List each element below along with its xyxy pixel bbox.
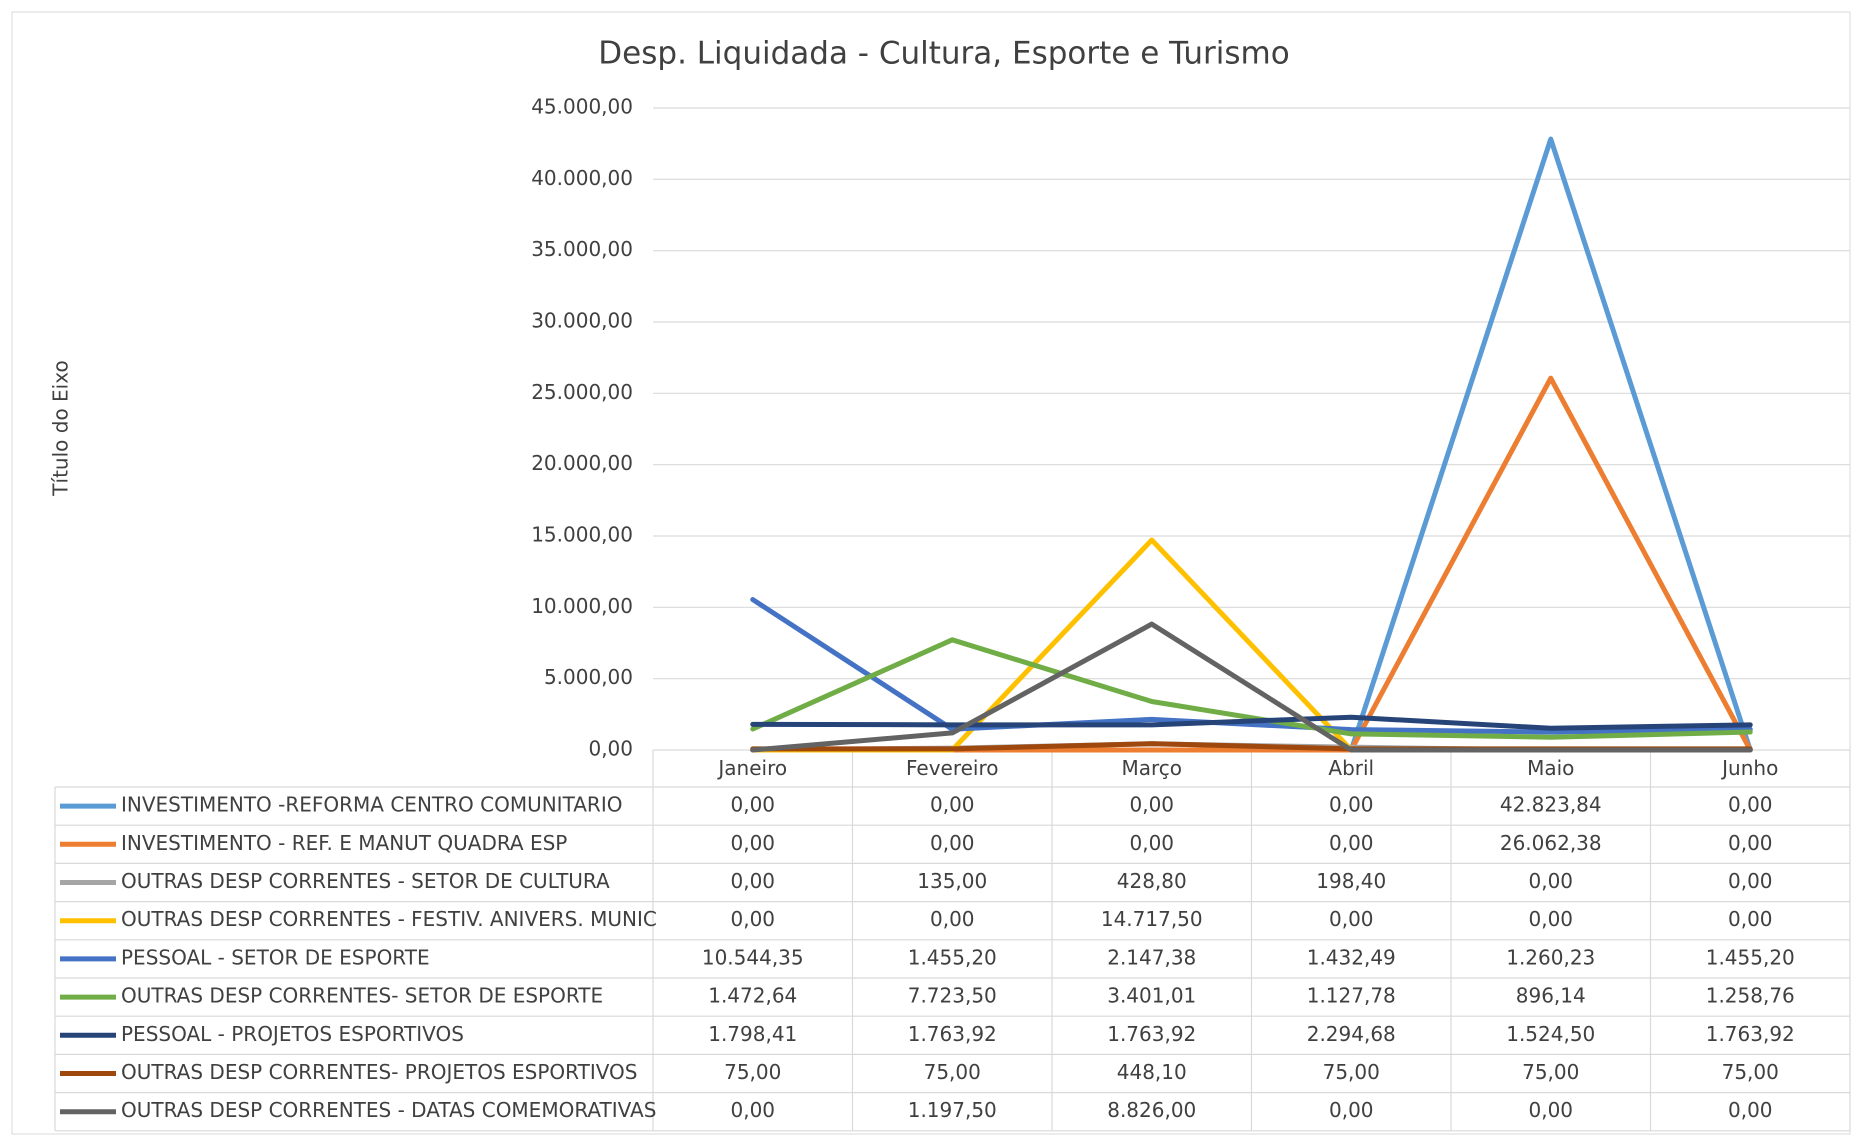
table-value: 135,00	[917, 869, 987, 893]
series-line	[750, 621, 1753, 753]
table-value: 428,80	[1117, 869, 1187, 893]
table-value: 1.260,23	[1506, 945, 1595, 969]
table-value: 0,00	[730, 907, 775, 931]
table-value: 75,00	[924, 1060, 981, 1084]
y-tick-label: 40.000,00	[531, 166, 633, 190]
table-value: 448,10	[1117, 1060, 1187, 1084]
table-value: 0,00	[1728, 907, 1773, 931]
y-tick-label: 45.000,00	[531, 95, 633, 119]
table-value: 1.798,41	[708, 1022, 797, 1046]
table-value: 0,00	[730, 1098, 775, 1122]
table-value: 14.717,50	[1101, 907, 1203, 931]
x-tick-label: Janeiro	[716, 756, 787, 780]
y-tick-label: 25.000,00	[531, 380, 633, 404]
table-value: 0,00	[1728, 831, 1773, 855]
table-value: 2.147,38	[1107, 945, 1196, 969]
y-tick-label: 15.000,00	[531, 523, 633, 547]
x-tick-label: Fevereiro	[906, 756, 999, 780]
legend-label: OUTRAS DESP CORRENTES- PROJETOS ESPORTIV…	[121, 1060, 638, 1084]
table-value: 0,00	[1329, 907, 1374, 931]
table-value: 0,00	[1728, 869, 1773, 893]
table-value: 0,00	[1129, 831, 1174, 855]
legend-label: PESSOAL - SETOR DE ESPORTE	[121, 945, 430, 969]
table-value: 8.826,00	[1107, 1098, 1196, 1122]
table-value: 2.294,68	[1307, 1022, 1396, 1046]
table-value: 1.197,50	[908, 1098, 997, 1122]
table-value: 0,00	[1329, 831, 1374, 855]
y-tick-label: 5.000,00	[544, 665, 633, 689]
x-tick-label: Abril	[1328, 756, 1374, 780]
table-value: 198,40	[1316, 869, 1386, 893]
y-tick-label: 0,00	[588, 737, 633, 761]
table-value: 0,00	[730, 869, 775, 893]
table-value: 1.472,64	[708, 984, 797, 1008]
table-value: 1.432,49	[1307, 945, 1396, 969]
table-value: 75,00	[724, 1060, 781, 1084]
y-tick-label: 20.000,00	[531, 451, 633, 475]
table-value: 0,00	[1129, 793, 1174, 817]
series-line	[750, 714, 1753, 731]
table-value: 1.763,92	[908, 1022, 997, 1046]
series-line	[750, 637, 1753, 740]
table-value: 0,00	[930, 831, 975, 855]
table-value: 0,00	[1528, 907, 1573, 931]
chart-frame	[11, 11, 1851, 1135]
table-value: 26.062,38	[1500, 831, 1602, 855]
table-value: 0,00	[1528, 1098, 1573, 1122]
legend-label: PESSOAL - PROJETOS ESPORTIVOS	[121, 1022, 464, 1046]
table-value: 1.455,20	[908, 945, 997, 969]
table-value: 7.723,50	[908, 984, 997, 1008]
table-value: 10.544,35	[702, 945, 804, 969]
table-value: 896,14	[1516, 984, 1586, 1008]
table-value: 0,00	[1728, 793, 1773, 817]
table-value: 3.401,01	[1107, 984, 1196, 1008]
y-tick-label: 35.000,00	[531, 237, 633, 261]
chart-title: Desp. Liquidada - Cultura, Esporte e Tur…	[598, 36, 1289, 72]
series-line	[750, 597, 1753, 735]
legend-label: INVESTIMENTO -REFORMA CENTRO COMUNITARIO	[121, 793, 622, 817]
table-value: 42.823,84	[1500, 793, 1602, 817]
table-value: 0,00	[730, 793, 775, 817]
y-tick-label: 30.000,00	[531, 309, 633, 333]
table-value: 75,00	[1522, 1060, 1579, 1084]
legend-label: OUTRAS DESP CORRENTES - DATAS COMEMORATI…	[121, 1098, 656, 1122]
legend-label: OUTRAS DESP CORRENTES- SETOR DE ESPORTE	[121, 984, 603, 1008]
table-value: 0,00	[1329, 1098, 1374, 1122]
table-value: 1.455,20	[1706, 945, 1795, 969]
table-value: 75,00	[1323, 1060, 1380, 1084]
y-axis-title: Título do Eixo	[49, 360, 73, 496]
table-value: 1.763,92	[1706, 1022, 1795, 1046]
table-value: 0,00	[930, 793, 975, 817]
table-value: 0,00	[1329, 793, 1374, 817]
table-value: 1.127,78	[1307, 984, 1396, 1008]
table-value: 0,00	[730, 831, 775, 855]
table-value: 0,00	[930, 907, 975, 931]
legend-label: INVESTIMENTO - REF. E MANUT QUADRA ESP	[121, 831, 567, 855]
table-value: 1.763,92	[1107, 1022, 1196, 1046]
x-tick-label: Março	[1121, 756, 1182, 780]
table-value: 0,00	[1528, 869, 1573, 893]
table-value: 0,00	[1728, 1098, 1773, 1122]
x-tick-label: Maio	[1527, 756, 1574, 780]
table-value: 75,00	[1722, 1060, 1779, 1084]
legend-label: OUTRAS DESP CORRENTES - FESTIV. ANIVERS.…	[121, 907, 657, 931]
x-tick-label: Junho	[1720, 756, 1778, 780]
table-value: 1.524,50	[1506, 1022, 1595, 1046]
y-tick-label: 10.000,00	[531, 594, 633, 618]
legend-label: OUTRAS DESP CORRENTES - SETOR DE CULTURA	[121, 869, 610, 893]
table-value: 1.258,76	[1706, 984, 1795, 1008]
